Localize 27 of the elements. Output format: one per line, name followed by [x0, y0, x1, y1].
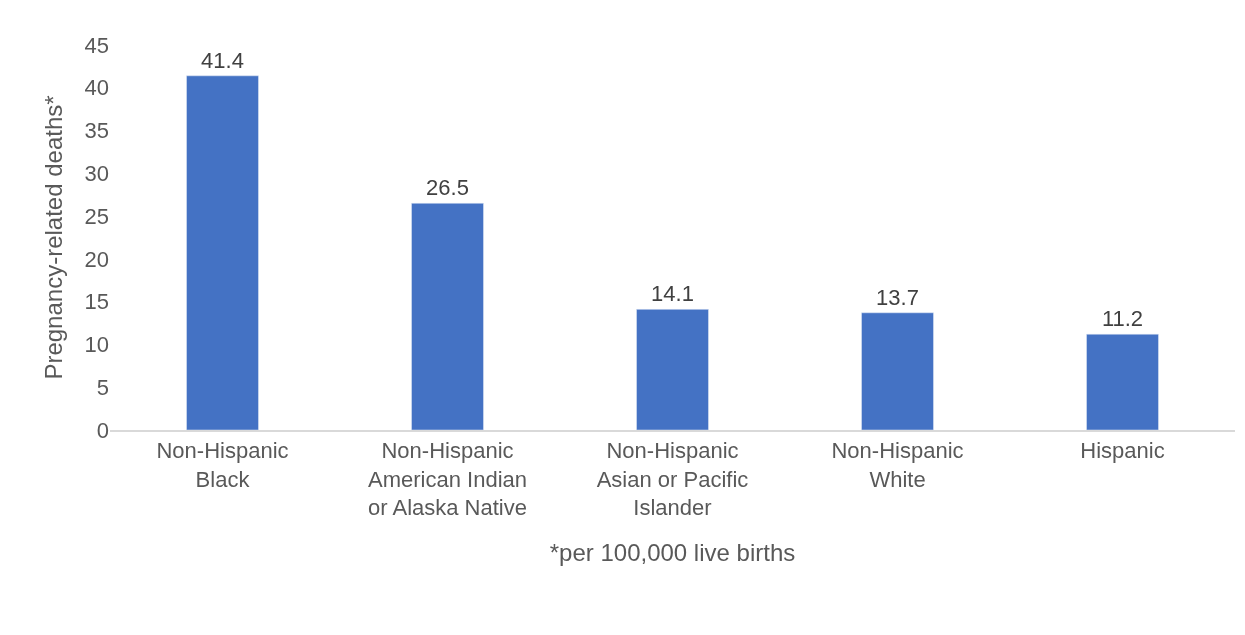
y-axis-title: Pregnancy-related deaths*: [39, 95, 67, 380]
x-axis-title: *per 100,000 live births: [549, 539, 796, 567]
bar: [186, 75, 259, 430]
x-tick-label: Non-Hispanic American Indian or Alaska Native: [368, 438, 527, 521]
x-tick-label: Non-Hispanic White: [831, 438, 964, 492]
data-label: 13.7: [876, 284, 919, 310]
data-label: 26.5: [426, 175, 469, 201]
y-tick-label: 10: [84, 332, 109, 358]
bar: [636, 309, 709, 430]
data-label: 41.4: [201, 47, 244, 73]
y-tick-label: 15: [84, 289, 109, 315]
bar: [861, 312, 934, 430]
x-tick-label: Non-Hispanic Asian or Pacific Islander: [596, 438, 749, 521]
bar: [411, 203, 484, 430]
data-label: 11.2: [1101, 306, 1144, 332]
y-tick-label: 40: [84, 75, 109, 101]
bar: [1086, 333, 1159, 430]
y-tick-label: 0: [96, 417, 109, 443]
y-tick-label: 45: [84, 32, 109, 58]
y-tick-label: 25: [84, 203, 109, 229]
x-tick-label: Hispanic: [1080, 438, 1165, 464]
y-tick-label: 35: [84, 118, 109, 144]
y-tick-label: 5: [96, 374, 109, 400]
x-tick-label: Non-Hispanic Black: [156, 438, 289, 492]
data-label: 14.1: [651, 281, 694, 307]
y-tick-label: 30: [84, 161, 109, 187]
y-tick-label: 20: [84, 246, 109, 272]
